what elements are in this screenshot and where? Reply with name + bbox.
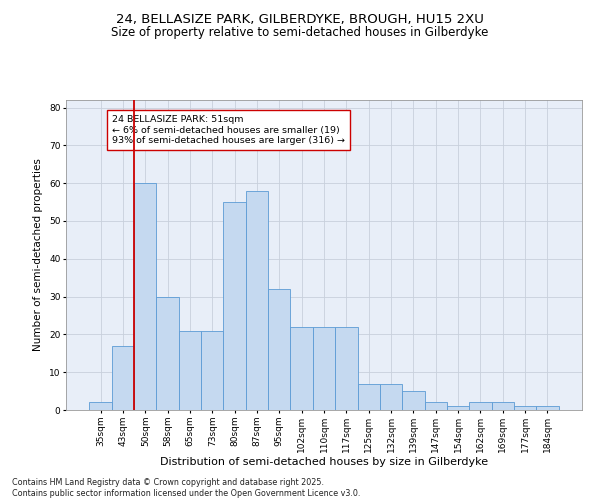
Bar xyxy=(536,406,559,410)
Bar xyxy=(402,391,425,410)
Bar xyxy=(157,296,179,410)
Bar xyxy=(514,406,536,410)
Text: 24 BELLASIZE PARK: 51sqm
← 6% of semi-detached houses are smaller (19)
93% of se: 24 BELLASIZE PARK: 51sqm ← 6% of semi-de… xyxy=(112,115,345,145)
Bar xyxy=(134,183,157,410)
Bar xyxy=(223,202,246,410)
Bar xyxy=(179,330,201,410)
Bar xyxy=(447,406,469,410)
Bar xyxy=(358,384,380,410)
Bar xyxy=(246,190,268,410)
Bar xyxy=(201,330,223,410)
Y-axis label: Number of semi-detached properties: Number of semi-detached properties xyxy=(34,158,43,352)
Bar xyxy=(112,346,134,410)
Text: 24, BELLASIZE PARK, GILBERDYKE, BROUGH, HU15 2XU: 24, BELLASIZE PARK, GILBERDYKE, BROUGH, … xyxy=(116,12,484,26)
Bar xyxy=(380,384,402,410)
Bar xyxy=(469,402,491,410)
Bar xyxy=(425,402,447,410)
Bar xyxy=(89,402,112,410)
Bar xyxy=(491,402,514,410)
Bar xyxy=(268,289,290,410)
X-axis label: Distribution of semi-detached houses by size in Gilberdyke: Distribution of semi-detached houses by … xyxy=(160,458,488,468)
Bar xyxy=(313,327,335,410)
Bar xyxy=(290,327,313,410)
Text: Size of property relative to semi-detached houses in Gilberdyke: Size of property relative to semi-detach… xyxy=(112,26,488,39)
Bar xyxy=(335,327,358,410)
Text: Contains HM Land Registry data © Crown copyright and database right 2025.
Contai: Contains HM Land Registry data © Crown c… xyxy=(12,478,361,498)
